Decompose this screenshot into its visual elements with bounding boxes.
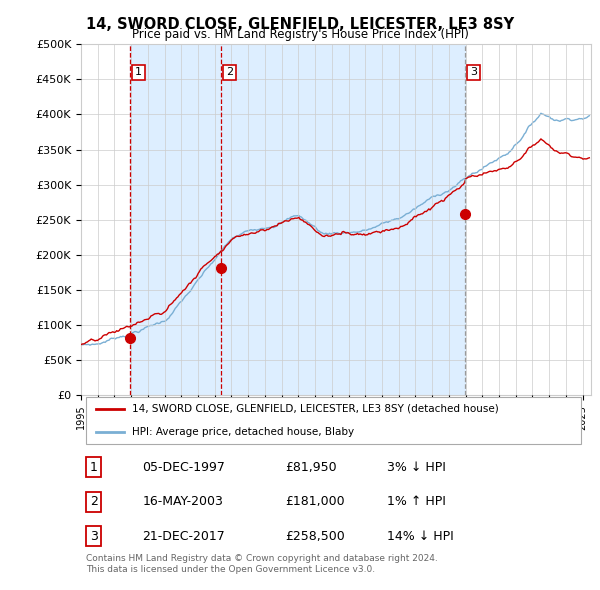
Text: 3: 3 xyxy=(90,530,98,543)
Text: HPI: Average price, detached house, Blaby: HPI: Average price, detached house, Blab… xyxy=(132,427,354,437)
Text: 3: 3 xyxy=(470,67,477,77)
Text: 1: 1 xyxy=(135,67,142,77)
Text: 21-DEC-2017: 21-DEC-2017 xyxy=(142,530,225,543)
Text: £81,950: £81,950 xyxy=(285,461,337,474)
Text: 14% ↓ HPI: 14% ↓ HPI xyxy=(387,530,454,543)
Text: 1% ↑ HPI: 1% ↑ HPI xyxy=(387,496,446,509)
Text: 1: 1 xyxy=(90,461,98,474)
Text: £181,000: £181,000 xyxy=(285,496,344,509)
Text: 2: 2 xyxy=(90,496,98,509)
Text: £258,500: £258,500 xyxy=(285,530,345,543)
Text: Contains HM Land Registry data © Crown copyright and database right 2024.
This d: Contains HM Land Registry data © Crown c… xyxy=(86,555,438,573)
Bar xyxy=(221,44,465,395)
FancyBboxPatch shape xyxy=(86,397,581,444)
Text: 14, SWORD CLOSE, GLENFIELD, LEICESTER, LE3 8SY: 14, SWORD CLOSE, GLENFIELD, LEICESTER, L… xyxy=(86,17,514,31)
Text: 05-DEC-1997: 05-DEC-1997 xyxy=(142,461,225,474)
Bar xyxy=(130,44,221,395)
Text: 3% ↓ HPI: 3% ↓ HPI xyxy=(387,461,446,474)
Text: 2: 2 xyxy=(226,67,233,77)
Text: 16-MAY-2003: 16-MAY-2003 xyxy=(142,496,223,509)
Text: Price paid vs. HM Land Registry's House Price Index (HPI): Price paid vs. HM Land Registry's House … xyxy=(131,28,469,41)
Text: 14, SWORD CLOSE, GLENFIELD, LEICESTER, LE3 8SY (detached house): 14, SWORD CLOSE, GLENFIELD, LEICESTER, L… xyxy=(132,404,499,414)
